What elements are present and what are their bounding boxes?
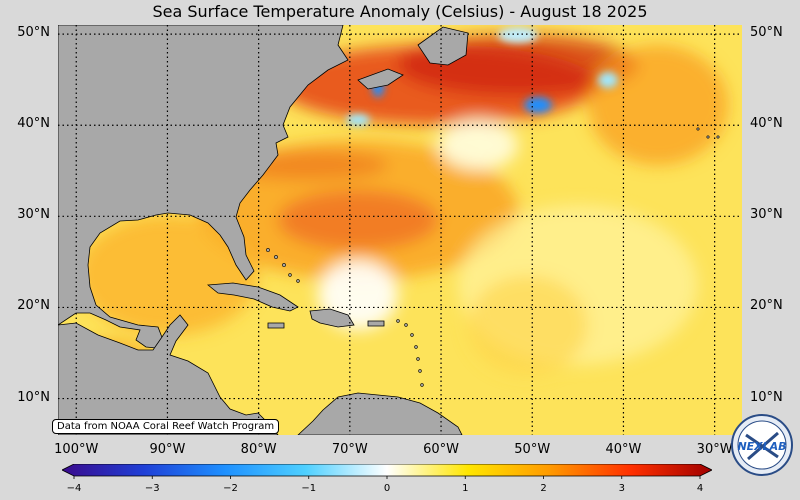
colorbar-gradient <box>62 464 712 477</box>
colorbar-tick-label: −3 <box>144 483 160 494</box>
colorbar-tickmarks <box>73 476 701 479</box>
colorbar <box>62 464 712 479</box>
latitude-label: 20°N <box>17 298 50 314</box>
map-title: Sea Surface Temperature Anomaly (Celsius… <box>152 2 648 21</box>
colorbar-tick-label: 2 <box>540 483 547 494</box>
latitude-label: 50°N <box>750 25 783 41</box>
longitude-label: 40°W <box>605 442 642 457</box>
latitude-label: 30°N <box>17 207 50 223</box>
latitude-label: 40°N <box>750 116 783 132</box>
colorbar-tick-label: −1 <box>301 483 317 494</box>
longitude-label: 30°W <box>696 442 733 457</box>
colorbar-tick-label: 3 <box>618 483 625 494</box>
colorbar-tick-label: −4 <box>66 483 82 494</box>
map-canvas <box>58 25 742 435</box>
longitude-label: 60°W <box>423 442 459 457</box>
land <box>58 25 469 435</box>
longitude-label: 90°W <box>149 442 186 457</box>
svg-text:NEXLAB: NEXLAB <box>737 440 786 453</box>
latitude-label: 10°N <box>17 389 50 405</box>
data-credit: Data from NOAA Coral Reef Watch Program <box>52 419 280 434</box>
colorbar-tick-label: 4 <box>696 483 704 494</box>
colorbar-tick-label: 1 <box>462 483 469 494</box>
islands <box>266 127 720 387</box>
sst-anomaly-map <box>58 25 742 435</box>
longitude-label: 50°W <box>514 442 551 457</box>
latitude-label: 10°N <box>750 389 783 405</box>
latitude-label: 20°N <box>750 298 783 314</box>
latitude-label: 40°N <box>17 116 50 132</box>
colorbar-tick-label: 0 <box>383 483 391 494</box>
latitude-label: 30°N <box>750 207 783 223</box>
longitude-label: 100°W <box>54 442 99 457</box>
colorbar-tick-label: −2 <box>223 483 238 494</box>
nexlab-logo: NEXLAB <box>731 414 793 476</box>
latitude-label: 50°N <box>17 25 50 41</box>
graticule <box>58 25 742 435</box>
longitude-label: 70°W <box>331 442 368 457</box>
longitude-label: 80°W <box>240 442 277 457</box>
